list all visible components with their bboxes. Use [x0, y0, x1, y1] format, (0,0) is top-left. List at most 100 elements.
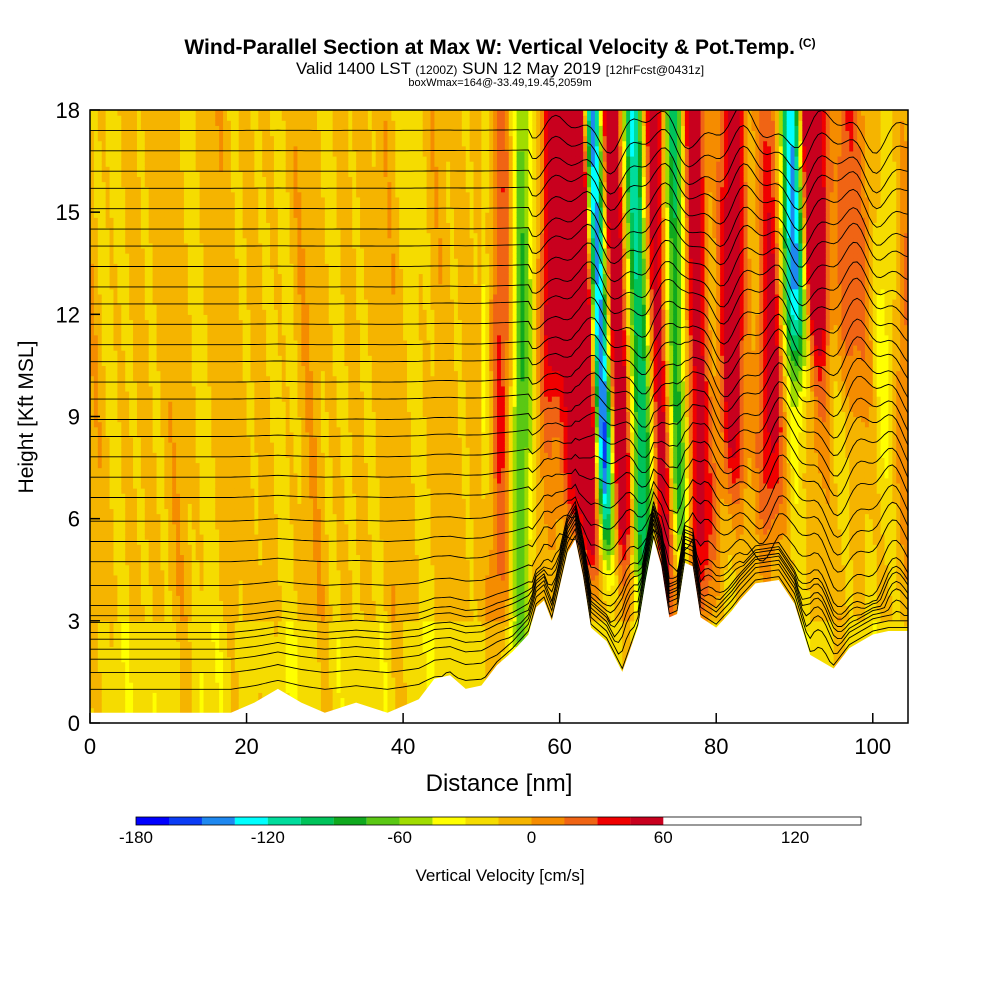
velocity-cell [140, 666, 146, 673]
velocity-cell [219, 140, 224, 147]
velocity-cell [176, 166, 181, 172]
velocity-cell [121, 503, 126, 510]
velocity-cell [207, 360, 212, 367]
velocity-cell [183, 227, 189, 234]
velocity-cell [230, 585, 236, 591]
velocity-cell [164, 590, 169, 596]
velocity-cell [117, 677, 122, 683]
velocity-cell [219, 600, 224, 607]
velocity-cell [215, 426, 220, 433]
velocity-cell [113, 212, 118, 218]
velocity-cell [211, 227, 216, 234]
velocity-cell [183, 237, 189, 244]
velocity-cell [242, 610, 248, 617]
velocity-cell [250, 523, 255, 530]
velocity-cell [129, 493, 134, 499]
velocity-cell [164, 150, 169, 157]
velocity-cell [207, 411, 212, 418]
velocity-cell [125, 314, 130, 321]
velocity-cell [148, 166, 154, 172]
velocity-cell [219, 380, 224, 387]
velocity-cell [211, 140, 216, 147]
velocity-cell [101, 707, 107, 714]
velocity-cell [195, 436, 201, 443]
velocity-cell [125, 508, 130, 515]
velocity-cell [121, 677, 126, 683]
velocity-cell [121, 385, 126, 392]
velocity-cell [117, 135, 122, 142]
velocity-cell [172, 544, 177, 550]
velocity-cell [176, 125, 181, 132]
velocity-cell [199, 176, 205, 183]
velocity-cell [180, 380, 185, 387]
velocity-cell [90, 533, 95, 540]
velocity-cell [215, 671, 220, 678]
velocity-cell [152, 181, 158, 188]
velocity-cell [136, 569, 142, 576]
velocity-cell [133, 631, 138, 637]
velocity-cell [191, 247, 197, 254]
velocity-cell [148, 227, 154, 234]
velocity-cell [133, 222, 138, 229]
velocity-cell [133, 595, 138, 601]
velocity-cell [230, 569, 236, 576]
velocity-cell [152, 314, 158, 321]
velocity-cell [191, 155, 197, 162]
velocity-cell [148, 523, 154, 530]
velocity-cell [234, 426, 240, 433]
velocity-cell [226, 110, 232, 116]
velocity-cell [160, 559, 165, 566]
velocity-cell [215, 319, 220, 326]
velocity-cell [215, 150, 220, 157]
velocity-cell [148, 186, 154, 193]
velocity-cell [211, 304, 216, 310]
velocity-cell [97, 702, 103, 709]
velocity-cell [156, 135, 162, 142]
velocity-cell [246, 493, 252, 499]
velocity-cell [172, 697, 177, 704]
velocity-cell [125, 130, 130, 137]
velocity-cell [242, 385, 248, 392]
velocity-cell [136, 406, 142, 412]
velocity-cell [180, 350, 185, 356]
velocity-cell [129, 304, 134, 310]
velocity-cell [226, 677, 232, 683]
velocity-cell [246, 631, 252, 637]
velocity-cell [101, 559, 107, 566]
velocity-cell [215, 447, 220, 453]
velocity-cell [121, 350, 126, 356]
velocity-cell [117, 508, 122, 515]
velocity-cell [164, 666, 169, 673]
velocity-cell [156, 258, 162, 264]
velocity-cell [117, 293, 122, 300]
velocity-cell [211, 166, 216, 172]
velocity-cell [211, 508, 216, 515]
velocity-cell [176, 411, 181, 418]
velocity-cell [93, 181, 99, 188]
velocity-cell [180, 222, 185, 229]
velocity-cell [234, 625, 240, 632]
velocity-cell [215, 559, 220, 566]
velocity-cell [148, 452, 154, 458]
velocity-cell [176, 436, 181, 443]
velocity-cell [168, 207, 173, 213]
velocity-cell [93, 278, 99, 285]
velocity-cell [164, 406, 169, 412]
velocity-cell [226, 385, 232, 392]
velocity-cell [223, 268, 228, 275]
velocity-cell [219, 682, 224, 688]
velocity-cell [191, 625, 197, 632]
velocity-cell [242, 201, 248, 208]
velocity-cell [211, 329, 216, 336]
velocity-cell [242, 431, 248, 438]
velocity-cell [207, 671, 212, 678]
velocity-cell [203, 380, 209, 387]
velocity-cell [117, 707, 122, 714]
velocity-cell [219, 237, 224, 244]
velocity-cell [203, 155, 209, 162]
velocity-cell [109, 253, 115, 259]
velocity-cell [164, 579, 169, 586]
velocity-cell [148, 513, 154, 520]
velocity-cell [183, 406, 189, 412]
velocity-cell [152, 150, 158, 157]
